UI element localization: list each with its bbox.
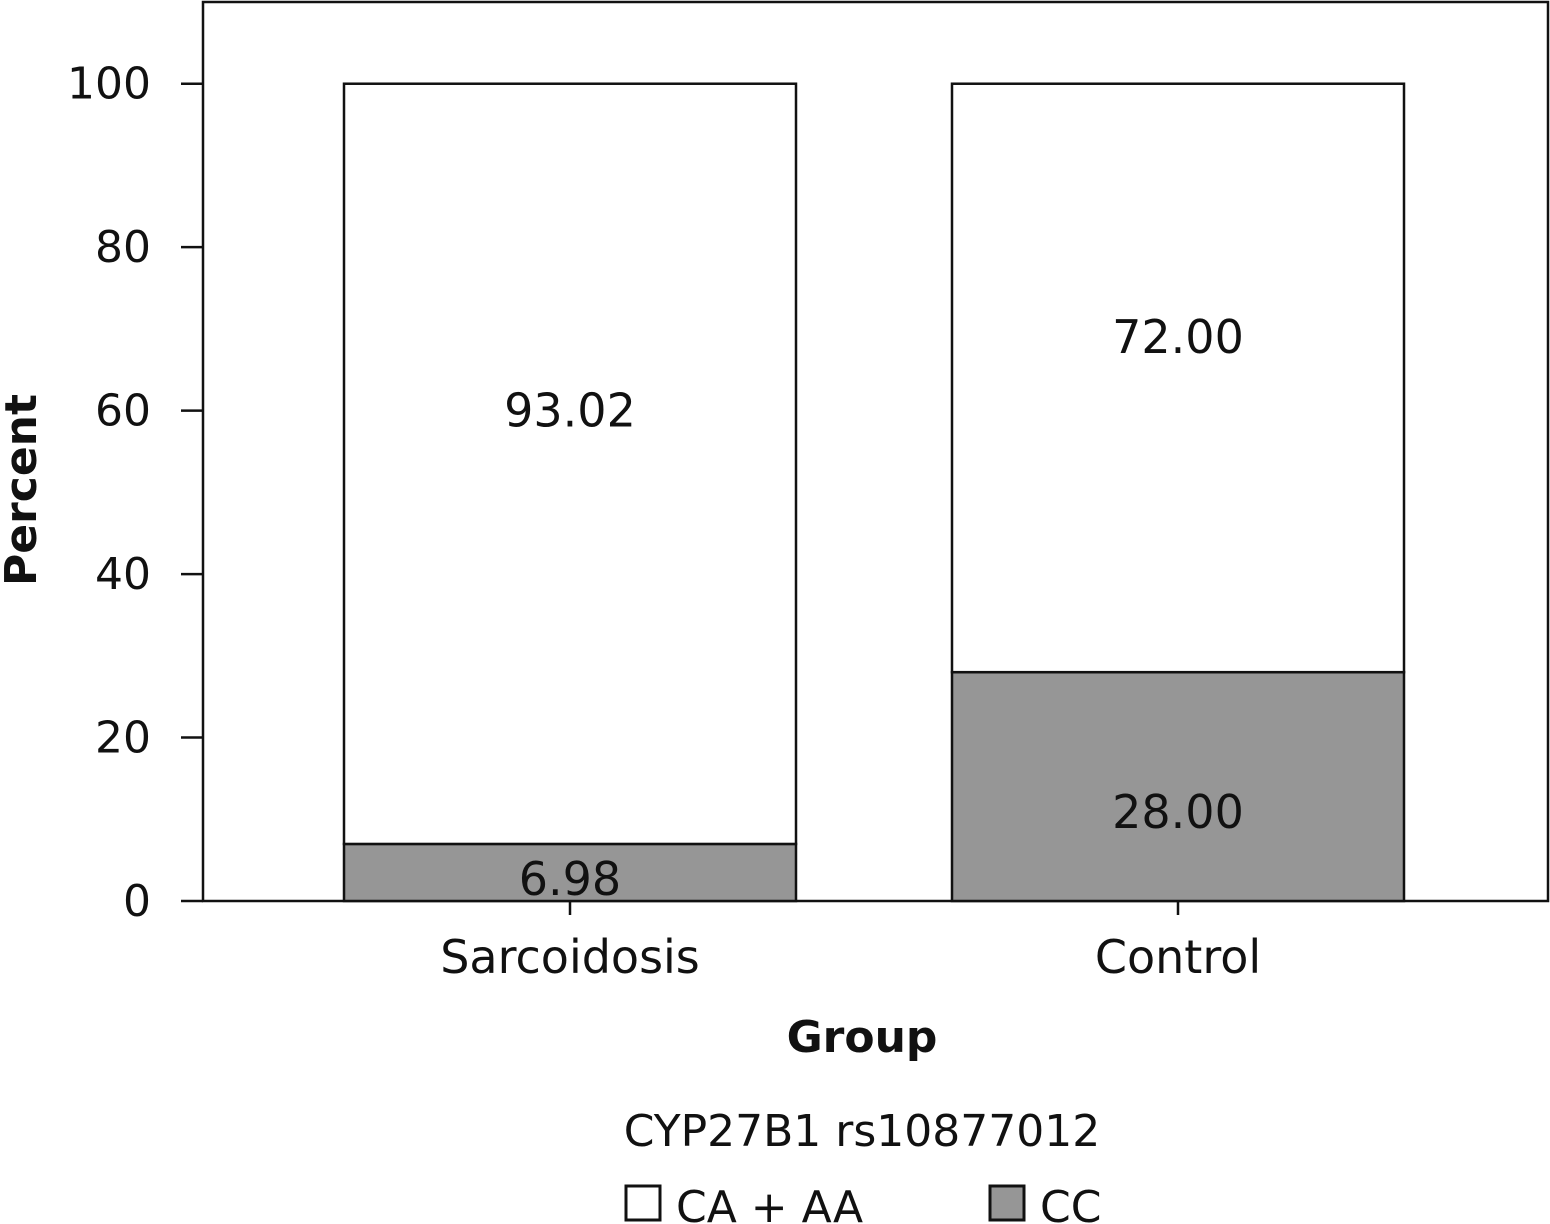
bar-sarcoidosis-ca-aa [342, 82, 798, 846]
y-tick-label: 20 [95, 713, 151, 764]
legend-swatch [988, 1184, 1026, 1222]
data-label-sarcoidosis-ca-aa: 93.02 [504, 384, 636, 438]
y-tick-label: 0 [123, 876, 151, 927]
data-label-control-ca-aa: 72.00 [1112, 310, 1244, 364]
x-tick-label-control: Control [1095, 930, 1261, 984]
legend-title: CYP27B1 rs10877012 [624, 1106, 1100, 1157]
legend-label: CC [1040, 1182, 1101, 1224]
bar-control-ca-aa [950, 82, 1406, 674]
legend-swatch [624, 1184, 662, 1222]
data-label-sarcoidosis-cc: 6.98 [519, 852, 621, 906]
y-tick-label: 100 [67, 59, 151, 110]
legend-item-cc: CC [988, 1182, 1101, 1224]
legend-label: CA + AA [676, 1182, 863, 1224]
bar-control-cc [950, 670, 1406, 903]
x-tick-label-sarcoidosis: Sarcoidosis [440, 930, 700, 984]
y-tick-label: 80 [95, 222, 151, 273]
data-label-control-cc: 28.00 [1112, 785, 1244, 839]
y-tick-label: 60 [95, 386, 151, 437]
legend: CA + AA CC [624, 1182, 1101, 1224]
y-axis-title: Percent [0, 394, 47, 586]
y-tick-label: 40 [95, 549, 151, 600]
plot-frame [201, 0, 1550, 903]
legend-item-ca-aa: CA + AA [624, 1182, 863, 1224]
x-axis-title: Group [787, 1012, 938, 1063]
